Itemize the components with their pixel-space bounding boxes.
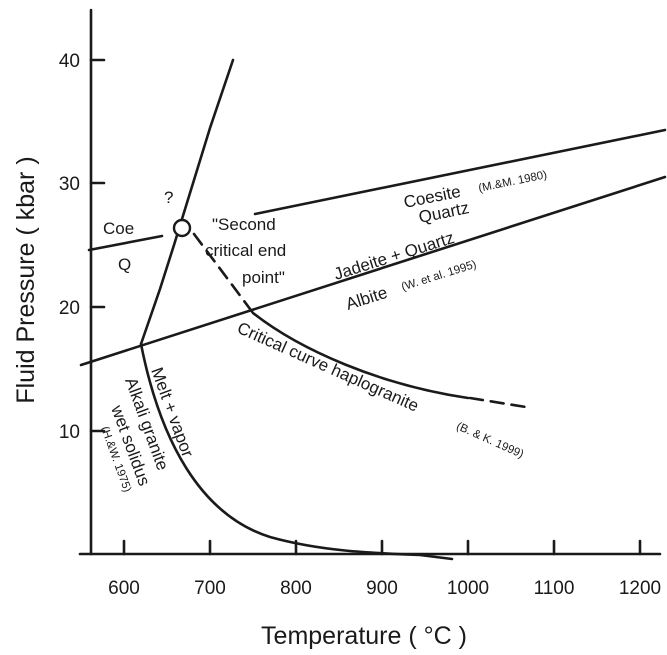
critical-curve-haplogranite xyxy=(251,311,470,400)
critical-curve-extension xyxy=(468,396,534,410)
x-tick-label: 1100 xyxy=(534,578,575,599)
critical-curve-dashed xyxy=(192,232,255,315)
x-axis-title: Temperature ( °C ) xyxy=(261,622,467,650)
x-tick-label: 1000 xyxy=(447,578,489,599)
y-tick-label: 40 xyxy=(59,51,80,72)
coe-q-line xyxy=(87,234,164,252)
y-tick-label: 10 xyxy=(59,422,80,443)
coesite-reference: (M.&M. 1980) xyxy=(477,169,548,195)
jadeite-albite-line xyxy=(79,175,667,367)
albite-label: Albite xyxy=(343,283,389,314)
x-tick-label: 700 xyxy=(194,578,226,599)
q-label: Q xyxy=(118,255,131,274)
x-tick-label: 900 xyxy=(366,578,398,599)
coesite-quartz-line xyxy=(253,128,667,216)
x-tick-label: 1200 xyxy=(619,578,661,599)
second-critical-end-point-label: critical end xyxy=(205,241,286,260)
wet-solidus-curve xyxy=(139,342,454,561)
x-tick-label: 800 xyxy=(280,578,312,599)
albite-reference: (W. et al. 1995) xyxy=(400,259,478,294)
critical-curve-reference: (B. & K. 1999) xyxy=(454,420,525,460)
second-critical-end-point-label: "Second xyxy=(212,215,276,234)
second-critical-end-point-marker xyxy=(172,218,192,238)
y-tick-label: 30 xyxy=(59,174,80,195)
second-critical-end-point-label: point" xyxy=(242,268,285,287)
melting-curve xyxy=(139,58,235,346)
y-axis-title: Fluid Pressure ( kbar ) xyxy=(12,156,40,403)
x-tick-label: 600 xyxy=(108,578,140,599)
coe-label: Coe xyxy=(103,219,134,238)
y-tick-label: 20 xyxy=(59,298,80,319)
question-mark-label: ? xyxy=(164,188,173,207)
critical-curve-label: Critical curve haplogranite xyxy=(234,318,421,415)
